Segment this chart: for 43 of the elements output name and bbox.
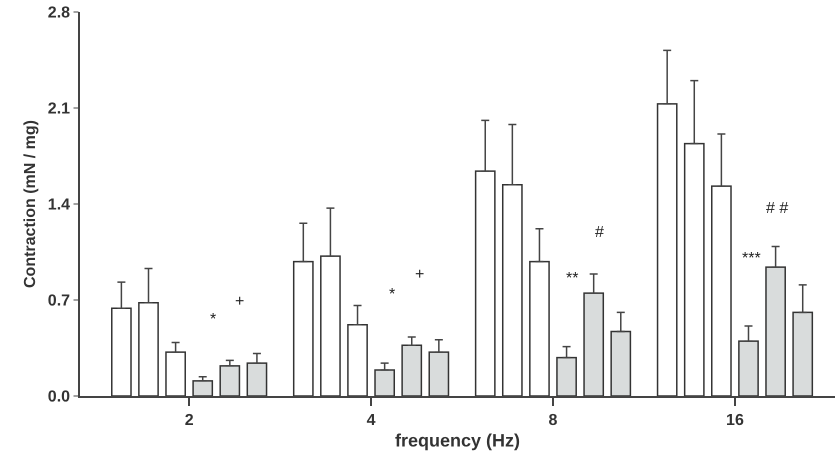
- x-axis-title: frequency (Hz): [394, 430, 520, 451]
- bar: [529, 260, 550, 396]
- bar: [765, 266, 786, 396]
- x-tick-label: 2: [184, 412, 194, 429]
- bar: [656, 103, 678, 396]
- bar: [292, 260, 314, 396]
- bar: [320, 255, 341, 396]
- bar: [556, 356, 577, 396]
- annotation: **: [566, 270, 578, 287]
- annotation: *: [389, 286, 396, 303]
- y-tick-label: 2.1: [48, 100, 70, 118]
- bar: [165, 351, 186, 396]
- bar: [138, 302, 159, 396]
- y-tick-label: 0.0: [48, 388, 70, 406]
- bar: [401, 344, 422, 396]
- bar: [192, 380, 214, 396]
- annotation: # #: [766, 200, 788, 217]
- bar: [711, 185, 732, 396]
- bar: [610, 330, 632, 396]
- y-tick-label: 2.8: [48, 4, 70, 22]
- annotation: +: [415, 266, 424, 283]
- bar: [583, 292, 604, 396]
- x-tick-label: 16: [726, 412, 744, 429]
- y-tick-label: 0.7: [48, 292, 70, 310]
- annotation: *: [210, 311, 216, 328]
- x-tick-label: 4: [366, 412, 376, 429]
- annotation: #: [595, 224, 604, 241]
- bar: [111, 307, 132, 396]
- annotation: ***: [742, 250, 761, 267]
- bar: [474, 170, 496, 396]
- y-axis-title: Contraction (mN / mg): [22, 120, 40, 288]
- annotation: +: [235, 293, 244, 310]
- bar: [347, 324, 368, 396]
- bar: [428, 351, 450, 396]
- bar: [684, 142, 705, 396]
- bar: [502, 184, 523, 396]
- y-tick-label: 1.4: [48, 196, 70, 214]
- x-tick-label: 8: [548, 412, 558, 429]
- bar: [219, 365, 240, 396]
- bar: [738, 340, 759, 396]
- bar: [246, 362, 268, 396]
- bar: [792, 312, 814, 396]
- bar: [374, 369, 396, 396]
